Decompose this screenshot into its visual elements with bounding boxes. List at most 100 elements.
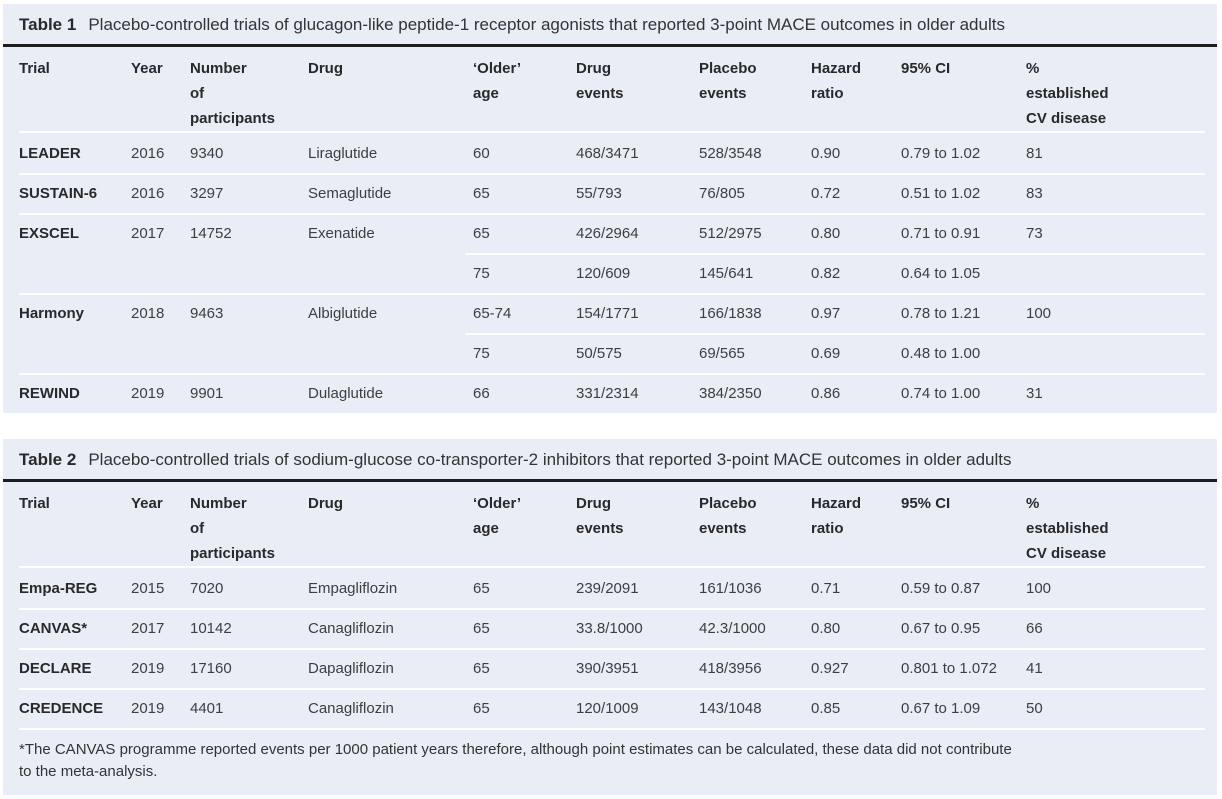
cell-placebo-events: 145/641 xyxy=(699,264,754,282)
cell-ci: 0.74 to 1.00 xyxy=(901,384,981,402)
cell-ci: 0.51 to 1.02 xyxy=(901,184,981,202)
cell-year: 2016 xyxy=(131,144,165,162)
cell-trial: Empa-REG xyxy=(19,579,98,597)
cell-year: 2019 xyxy=(131,659,165,677)
cell-trial: LEADER xyxy=(19,144,81,162)
column-header-drug: Drug xyxy=(308,495,343,512)
cell-participants: 14752 xyxy=(190,224,232,242)
cell-older-age: 60 xyxy=(473,144,490,162)
cell-placebo-events: 161/1036 xyxy=(699,579,762,597)
column-header-hazard-ratio: Hazard ratio xyxy=(811,495,862,537)
cell-participants: 10142 xyxy=(190,619,232,637)
cell-older-age: 66 xyxy=(473,384,490,402)
cell-placebo-events: 69/565 xyxy=(699,344,745,362)
table-row: EXSCEL 2017 14752 Exenatide 65 426/2964 512/29… xyxy=(3,213,1217,253)
cell-placebo-events: 76/805 xyxy=(699,184,745,202)
cell-ci: 0.79 to 1.02 xyxy=(901,144,981,162)
cell-hazard-ratio: 0.86 xyxy=(811,384,841,402)
column-header-ci: 95% CI xyxy=(901,60,951,77)
table-row: CREDENCE 2019 4401 Canagliflozin 65 120/1009 1… xyxy=(3,688,1217,728)
cell-hazard-ratio: 0.82 xyxy=(811,264,841,282)
table-row: Empa-REG 2015 7020 Empagliflozin 65 239/2091 1… xyxy=(3,568,1217,608)
cell-drug-events: 120/1009 xyxy=(576,699,639,717)
table2-caption-text: Placebo-controlled trials of sodium-gluc… xyxy=(88,450,1012,469)
cell-ci: 0.67 to 0.95 xyxy=(901,619,981,637)
cell-placebo-events: 512/2975 xyxy=(699,224,762,242)
column-header-trial: Trial xyxy=(19,495,50,512)
cell-ci: 0.801 to 1.072 xyxy=(901,659,997,677)
cell-drug-events: 426/2964 xyxy=(576,224,639,242)
column-header-placebo-events: Placebo events xyxy=(699,495,757,537)
cell-trial: SUSTAIN-6 xyxy=(19,184,98,202)
cell-year: 2019 xyxy=(131,699,165,717)
cell-placebo-events: 143/1048 xyxy=(699,699,762,717)
footnote-line-1: *The CANVAS programme reported events pe… xyxy=(19,741,1012,758)
cell-participants: 17160 xyxy=(190,659,232,677)
table1-header-rule xyxy=(3,44,1217,47)
table2-header-rule xyxy=(3,479,1217,482)
column-header-participants: Number of participants xyxy=(190,495,276,562)
table2-footnote-separator xyxy=(19,728,1205,730)
cell-participants: 9340 xyxy=(190,144,224,162)
cell-participants: 7020 xyxy=(190,579,224,597)
cell-ci: 0.64 to 1.05 xyxy=(901,264,981,282)
column-header-hazard-ratio: Hazard ratio xyxy=(811,60,862,102)
cell-drug-events: 120/609 xyxy=(576,264,631,282)
cell-hazard-ratio: 0.72 xyxy=(811,184,841,202)
cell-hazard-ratio: 0.97 xyxy=(811,304,841,322)
cell-cv-disease: 41 xyxy=(1026,659,1043,677)
cell-cv-disease: 31 xyxy=(1026,384,1043,402)
cell-drug-events: 55/793 xyxy=(576,184,622,202)
cell-cv-disease: 100 xyxy=(1026,304,1052,322)
cell-hazard-ratio: 0.90 xyxy=(811,144,841,162)
cell-older-age: 75 xyxy=(473,344,490,362)
cell-participants: 3297 xyxy=(190,184,224,202)
column-header-cv-disease: % established CV disease xyxy=(1026,495,1109,562)
table-row: SUSTAIN-6 2016 3297 Semaglutide 65 55/793 76/8… xyxy=(3,173,1217,213)
cell-year: 2017 xyxy=(131,619,165,637)
column-header-year: Year xyxy=(131,495,163,512)
cell-trial: CREDENCE xyxy=(19,699,104,717)
cell-placebo-events: 42.3/1000 xyxy=(699,619,766,637)
cell-drug: Empagliflozin xyxy=(308,579,398,597)
cell-ci: 0.71 to 0.91 xyxy=(901,224,981,242)
table1-caption-text: Placebo-controlled trials of glucagon-li… xyxy=(88,15,1005,34)
table-row: CANVAS* 2017 10142 Canagliflozin 65 33.8/1000… xyxy=(3,608,1217,648)
column-header-drug-events: Drug events xyxy=(576,495,624,537)
cell-cv-disease: 73 xyxy=(1026,224,1043,242)
cell-drug-events: 331/2314 xyxy=(576,384,639,402)
table1-caption-label: Table 1 xyxy=(19,15,77,34)
cell-year: 2019 xyxy=(131,384,165,402)
cell-drug: Canagliflozin xyxy=(308,699,394,717)
table1-panel: Table 1 Placebo-controlled trials of gluc… xyxy=(3,4,1217,413)
cell-older-age: 65 xyxy=(473,579,490,597)
table-row: LEADER 2016 9340 Liraglutide 60 468/3471 528/3… xyxy=(3,133,1217,173)
cell-older-age: 65 xyxy=(473,699,490,717)
table2-body: Empa-REG 2015 7020 Empagliflozin 65 239/2091 1… xyxy=(3,568,1217,728)
column-header-drug-events: Drug events xyxy=(576,60,624,102)
table2-caption: Table 2 Placebo-controlled trials of sodi… xyxy=(3,439,1217,479)
cell-drug: Liraglutide xyxy=(308,144,378,162)
cell-drug-events: 239/2091 xyxy=(576,579,639,597)
cell-year: 2015 xyxy=(131,579,165,597)
table1-body: LEADER 2016 9340 Liraglutide 60 468/3471 528/3… xyxy=(3,133,1217,413)
cell-older-age: 65 xyxy=(473,224,490,242)
cell-year: 2016 xyxy=(131,184,165,202)
cell-ci: 0.78 to 1.21 xyxy=(901,304,981,322)
cell-older-age: 75 xyxy=(473,264,490,282)
cell-older-age: 65-74 xyxy=(473,304,512,322)
cell-cv-disease: 81 xyxy=(1026,144,1043,162)
cell-drug-events: 154/1771 xyxy=(576,304,639,322)
cell-trial: DECLARE xyxy=(19,659,92,677)
footnote-line-2: to the meta-analysis. xyxy=(19,763,158,780)
cell-hazard-ratio: 0.80 xyxy=(811,224,841,242)
table1-caption: Table 1 Placebo-controlled trials of gluc… xyxy=(3,4,1217,44)
cell-hazard-ratio: 0.80 xyxy=(811,619,841,637)
column-header-older-age: ‘Older’ age xyxy=(473,60,522,102)
cell-drug: Canagliflozin xyxy=(308,619,394,637)
cell-trial: Harmony xyxy=(19,304,85,322)
cell-trial: CANVAS* xyxy=(19,619,88,637)
column-header-trial: Trial xyxy=(19,60,50,77)
cell-drug-events: 33.8/1000 xyxy=(576,619,643,637)
table2-header-row: Trial Year Number of participants Drug ‘Older’… xyxy=(3,482,1217,566)
